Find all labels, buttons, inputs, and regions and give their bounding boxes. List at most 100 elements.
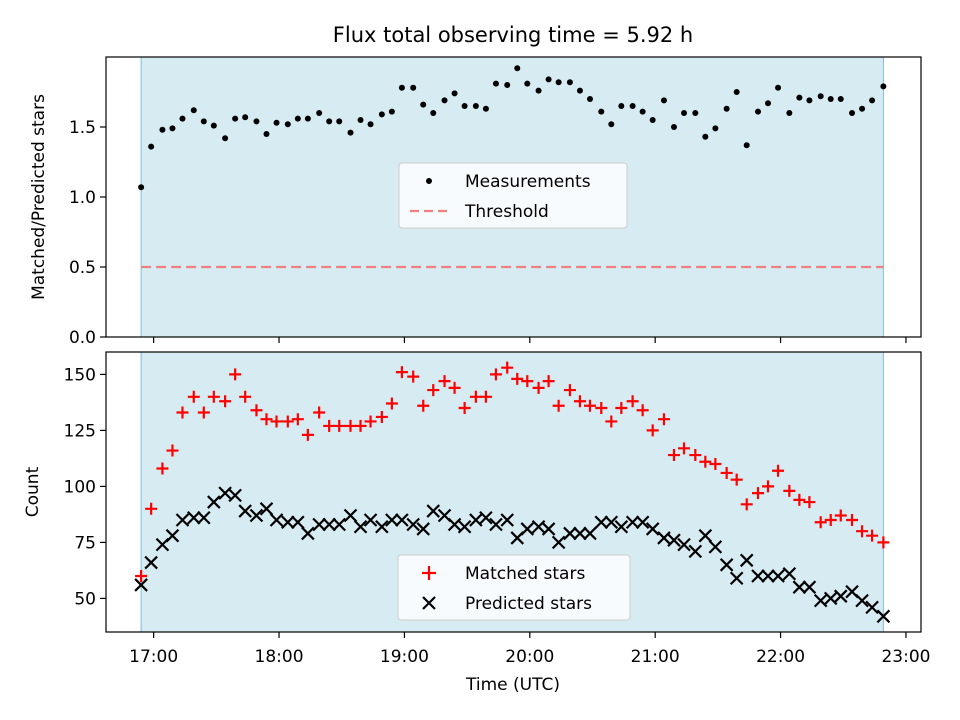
predicted-star-point	[134, 578, 148, 592]
measurement-point	[827, 96, 834, 102]
bottom-x-tick-label: 21:00	[631, 647, 680, 667]
matched-star-point	[260, 413, 273, 426]
matched-star-point	[667, 449, 680, 462]
matched-star-point	[354, 419, 367, 432]
predicted-star-point	[813, 593, 828, 608]
measurement-point	[398, 84, 405, 91]
measurement-point	[472, 103, 479, 109]
matched-star-point	[207, 390, 220, 403]
measurement-point	[660, 97, 667, 104]
measurement-point	[253, 118, 260, 125]
predicted-star-point	[541, 522, 556, 536]
top-panel: 0.0 0.5 1.0 1.5 Matched/Predicted stars Mea…	[29, 56, 922, 348]
predicted-star-point	[385, 513, 399, 527]
measurement-point	[743, 142, 750, 149]
legend-matched-marker	[422, 566, 436, 580]
matched-star-point	[605, 415, 618, 428]
predicted-star-point	[322, 517, 336, 532]
matched-star-point	[699, 455, 712, 468]
predicted-star-point	[238, 504, 252, 518]
legend-measurements-marker	[426, 178, 432, 184]
bottom-x-tick-label: 18:00	[255, 647, 304, 667]
matched-star-point	[427, 384, 440, 397]
measurement-point	[649, 117, 656, 123]
top-y-tick-label: 0.5	[69, 258, 96, 278]
matched-star-point	[730, 473, 743, 486]
measurement-point	[869, 97, 876, 104]
matched-star-point	[783, 484, 796, 497]
measurement-point	[598, 108, 605, 115]
predicted-star-point	[594, 515, 609, 530]
predicted-star-point	[479, 510, 493, 525]
measurement-point	[492, 80, 499, 87]
matched-star-point	[135, 570, 148, 582]
measurement-point	[482, 105, 489, 112]
matched-star-point	[291, 413, 304, 426]
matched-star-point	[595, 402, 608, 414]
measurement-point	[566, 79, 573, 86]
matched-star-point	[762, 480, 775, 493]
predicted-star-point	[876, 609, 891, 624]
predicted-star-point	[751, 569, 765, 583]
matched-star-point	[417, 399, 430, 412]
matched-star-point	[646, 424, 659, 437]
matched-star-point	[552, 399, 565, 412]
predicted-star-point	[688, 544, 703, 559]
measurement-point	[451, 90, 458, 97]
measurement-point	[357, 117, 364, 123]
predicted-star-point	[782, 566, 797, 581]
predicted-star-point	[719, 558, 734, 572]
matched-star-point	[678, 442, 691, 455]
predicted-star-point	[175, 513, 190, 527]
measurement-point	[441, 97, 448, 104]
matched-star-point	[834, 509, 847, 522]
matched-star-point	[689, 449, 702, 462]
predicted-star-point	[563, 526, 577, 541]
matched-star-point	[333, 419, 346, 432]
bottom-y-tick-label: 125	[64, 421, 96, 441]
matched-star-point	[511, 372, 524, 385]
predicted-star-point	[635, 515, 650, 530]
predicted-star-point	[197, 510, 211, 525]
top-legend-box	[398, 162, 628, 229]
bottom-x-axis: 17:00 18:00 19:00 20:00 21:00 22:00 23:00	[129, 632, 930, 667]
matched-star-point	[489, 368, 502, 381]
predicted-star-point	[677, 537, 691, 552]
matched-star-point	[270, 415, 283, 428]
bottom-x-tick-label: 22:00	[756, 647, 805, 667]
predicted-star-point	[657, 531, 671, 545]
predicted-star-point	[823, 591, 838, 606]
predicted-star-point	[269, 513, 284, 527]
figure-title: Flux total observing time = 5.92 h	[333, 23, 693, 47]
predicted-star-point	[395, 513, 409, 527]
measurement-point	[420, 101, 427, 108]
matched-star-point	[458, 402, 471, 414]
matched-star-point	[301, 428, 314, 441]
matched-star-point	[323, 419, 336, 432]
measurement-point	[702, 133, 709, 140]
matched-star-point	[407, 370, 420, 383]
legend-predicted-label: Predicted stars	[465, 594, 592, 614]
bottom-y-axis-label: Count	[23, 466, 43, 517]
matched-star-point	[176, 406, 189, 419]
measurement-point	[410, 84, 417, 91]
measurement-point	[712, 125, 719, 132]
matched-star-point	[385, 397, 398, 410]
measurement-point	[608, 121, 615, 128]
predicted-star-point	[792, 580, 807, 594]
matched-star-point	[344, 419, 357, 432]
predicted-star-point	[604, 515, 619, 530]
predicted-star-point	[739, 553, 754, 568]
legend-matched-label: Matched stars	[465, 564, 585, 584]
top-y-tick-label: 1.5	[69, 118, 96, 138]
matched-star-point	[156, 462, 169, 475]
measurement-point	[545, 76, 552, 83]
measurement-point	[242, 114, 249, 121]
x-axis-label: Time (UTC)	[465, 675, 560, 695]
legend-predicted-marker	[422, 596, 436, 610]
matched-star-points	[135, 361, 890, 582]
predicted-star-point	[218, 486, 232, 500]
bottom-y-axis: 50 75 100 125 150	[64, 365, 106, 609]
matched-star-point	[615, 402, 628, 414]
measurement-point	[159, 126, 166, 133]
